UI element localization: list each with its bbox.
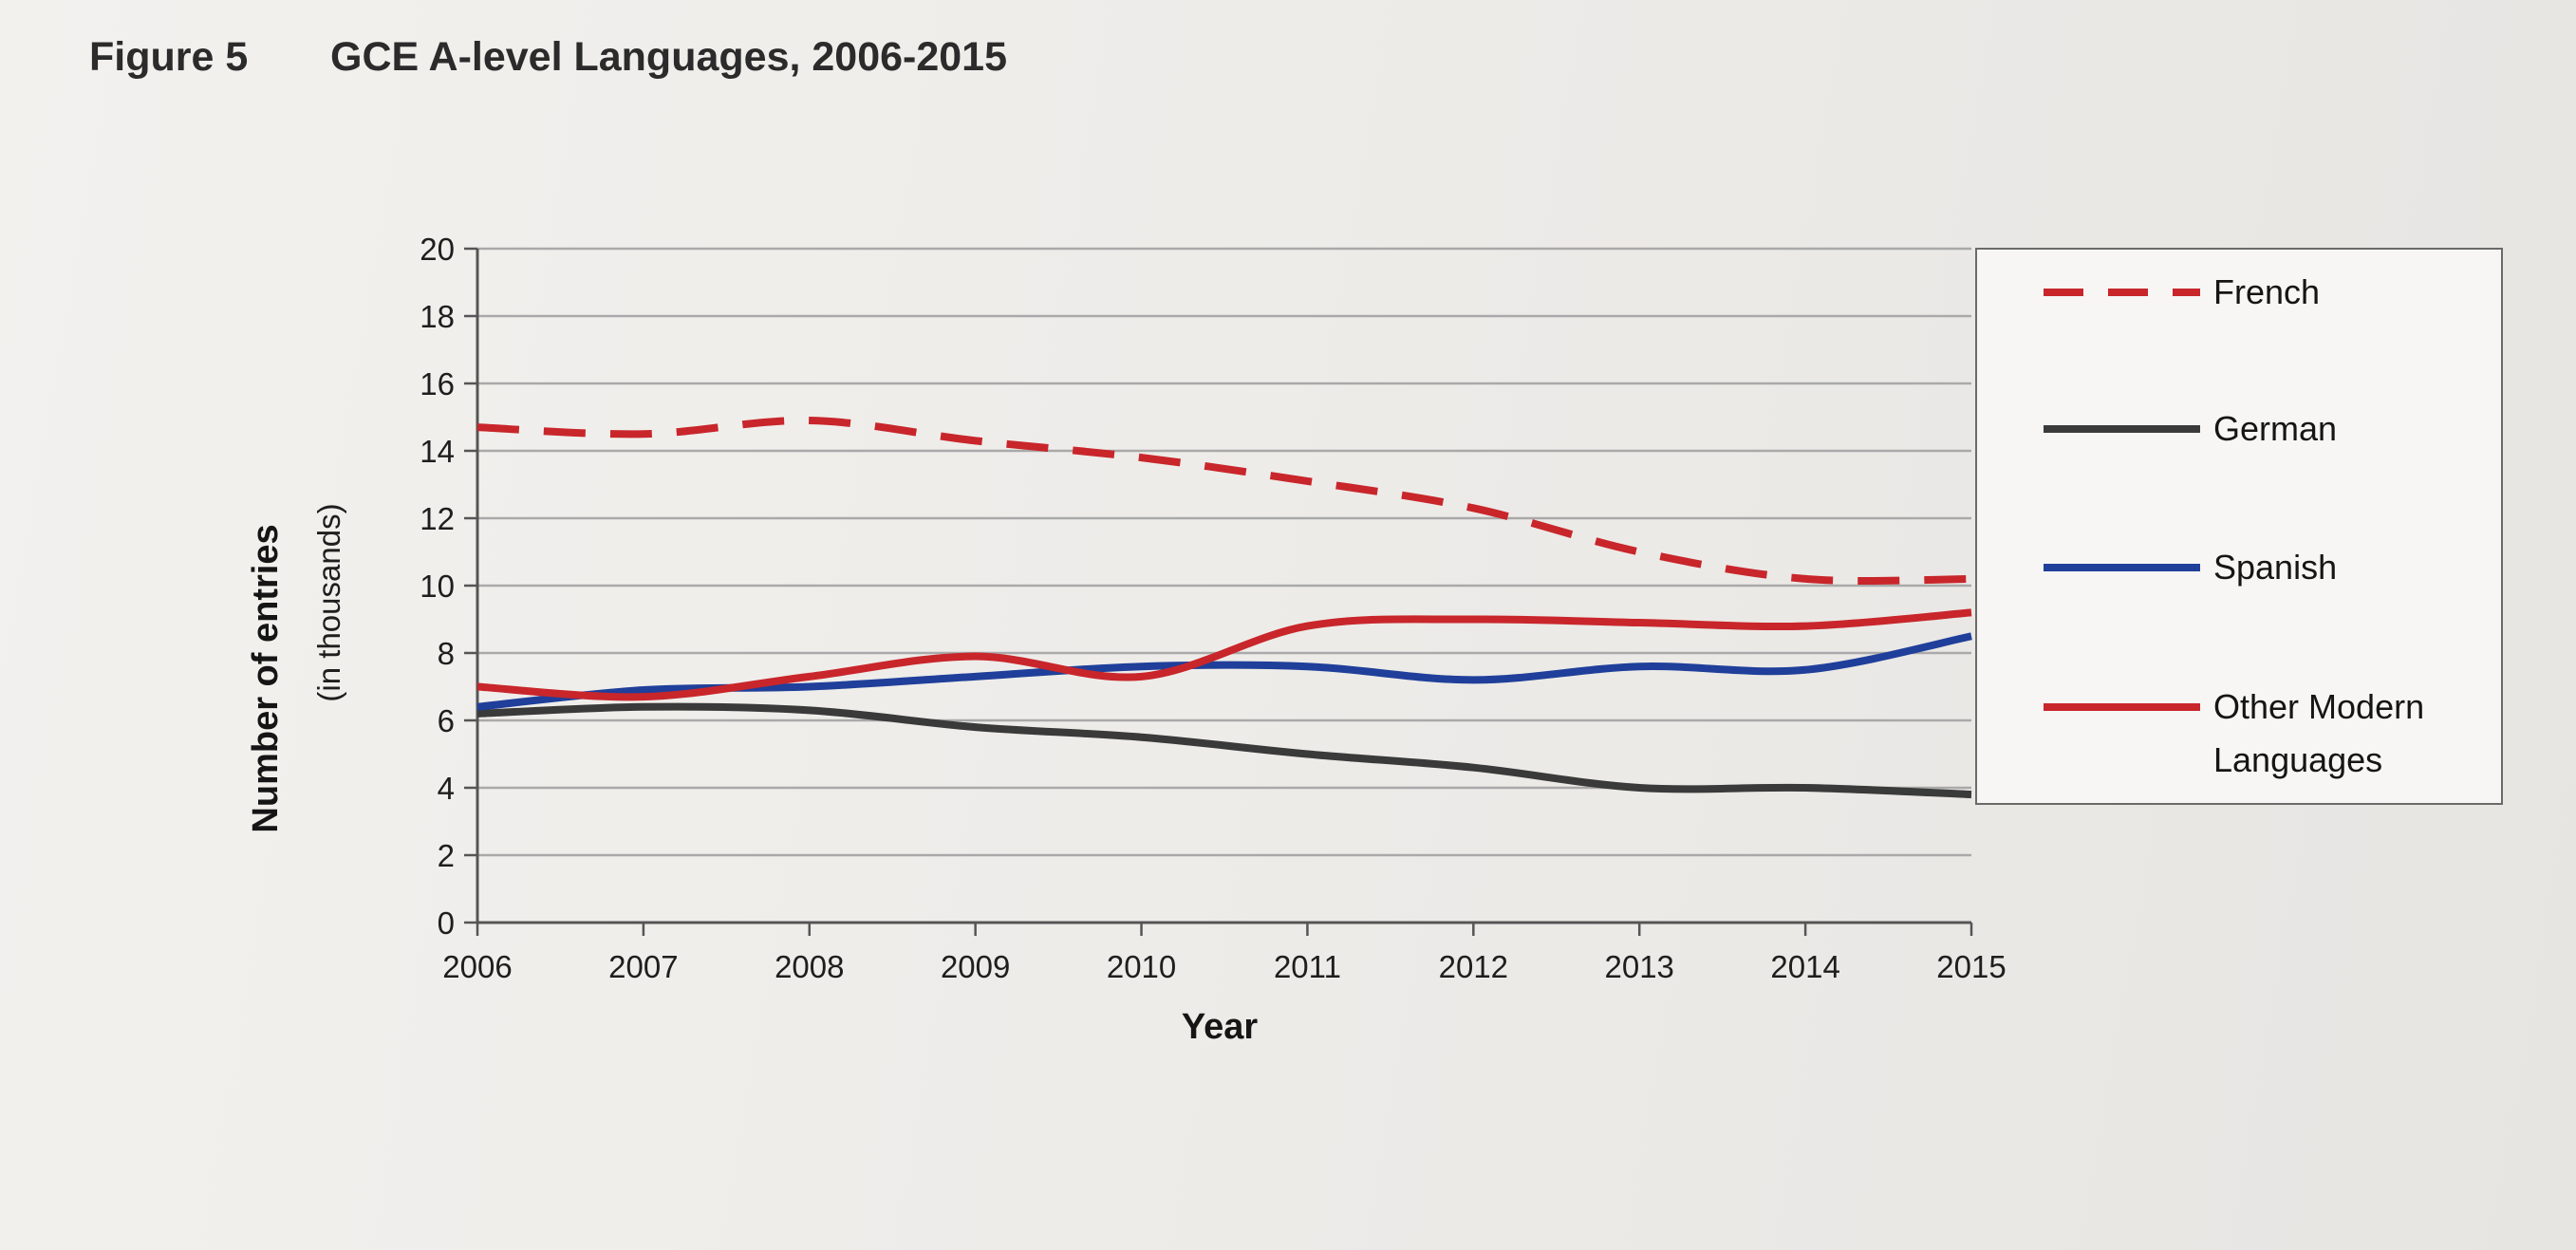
y-tick-labels: 0 2 4 6 8 10 12 14 16 18 20 <box>420 232 455 941</box>
x-tick-labels: 2006 2007 2008 2009 2010 2011 2012 2013 2014 2015 <box>442 949 2006 984</box>
x-tick-label: 2015 <box>1936 949 2006 984</box>
series-line-german <box>476 702 1972 799</box>
y-tick-label: 8 <box>438 636 455 671</box>
legend-label-french: French <box>2213 272 2320 311</box>
y-tick-label: 0 <box>438 905 455 941</box>
y-axis-subtitle: (in thousands) <box>311 503 346 701</box>
y-tick-label: 6 <box>438 703 455 738</box>
x-tick-label: 2008 <box>775 949 844 984</box>
y-axis-title: Number of entries <box>246 524 286 832</box>
axes <box>476 249 1973 936</box>
y-tick-label: 16 <box>420 366 455 401</box>
x-tick-label: 2010 <box>1107 949 1176 984</box>
legend-box <box>1975 248 2503 805</box>
series-line-spanish <box>476 632 1972 711</box>
x-tick-label: 2007 <box>608 949 678 984</box>
legend: French German Spanish Other Modern Languages <box>1975 248 2503 805</box>
legend-label-spanish: Spanish <box>2213 548 2337 587</box>
x-tick-label: 2006 <box>442 949 512 984</box>
x-axis-title: Year <box>1182 1007 1259 1047</box>
series-lines <box>476 417 1972 799</box>
x-tick-label: 2009 <box>941 949 1010 984</box>
y-tick-label: 12 <box>420 501 455 536</box>
x-tick-label: 2013 <box>1605 949 1674 984</box>
y-tick-label: 4 <box>438 771 455 806</box>
series-line-french <box>476 417 1972 585</box>
y-tick-label: 2 <box>438 838 455 873</box>
x-tick-label: 2014 <box>1770 949 1839 984</box>
legend-label-other-modern-languages: Other Modern Languages <box>2213 687 2424 779</box>
figure-label: Figure 5 <box>89 34 249 80</box>
y-tick-label: 10 <box>420 569 455 604</box>
series-line-other-modern-languages <box>476 608 1972 701</box>
x-tick-label: 2011 <box>1274 949 1341 984</box>
figure-title: GCE A-level Languages, 2006-2015 <box>330 34 1008 80</box>
y-tick-label: 18 <box>420 299 455 334</box>
gridlines <box>464 247 1971 924</box>
y-tick-label: 20 <box>420 232 455 267</box>
legend-label-german: German <box>2213 409 2337 448</box>
x-tick-label: 2012 <box>1439 949 1508 984</box>
y-tick-label: 14 <box>420 434 455 469</box>
